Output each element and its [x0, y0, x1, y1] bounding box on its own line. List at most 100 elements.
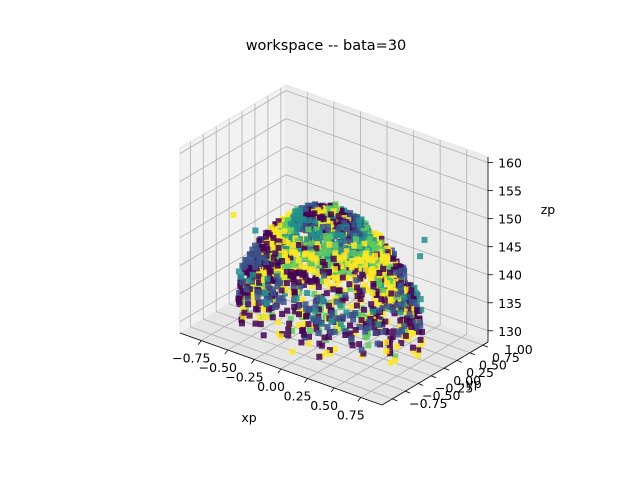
data-point: [419, 328, 425, 335]
data-point: [415, 352, 421, 359]
data-point: [357, 296, 364, 302]
data-point: [269, 277, 276, 284]
data-point: [365, 240, 372, 247]
data-point: [240, 305, 247, 312]
data-point: [386, 284, 393, 291]
data-point: [395, 269, 401, 276]
data-point: [354, 284, 360, 291]
data-point: [275, 244, 282, 251]
data-point: [314, 294, 321, 301]
data-point: [322, 241, 329, 248]
grid-z-back-6: [285, 90, 489, 163]
data-point: [342, 295, 349, 302]
data-point: [305, 340, 312, 347]
data-point: [343, 248, 350, 255]
data-point: [362, 282, 369, 289]
data-point: [361, 306, 368, 313]
data-point: [267, 256, 274, 263]
data-point: [344, 274, 351, 281]
data-point: [373, 288, 380, 295]
data-point: [305, 217, 312, 224]
data-point: [320, 209, 327, 216]
z-tick-label-1: 135: [498, 296, 522, 311]
data-point: [347, 285, 354, 292]
z-tick-label-3: 145: [498, 240, 522, 255]
y-tick-mark-6: [469, 352, 476, 356]
data-point: [331, 328, 338, 335]
data-point: [266, 271, 273, 278]
data-point: [279, 243, 285, 249]
data-point: [274, 283, 281, 290]
grid-y-floor-1: [203, 318, 406, 392]
data-point: [291, 303, 298, 310]
data-point: [243, 286, 250, 293]
data-point: [287, 227, 294, 234]
data-point: [286, 236, 293, 242]
x-tick-label-5: 0.50: [310, 398, 338, 413]
data-point: [277, 333, 284, 340]
data-point: [350, 316, 357, 323]
data-point: [366, 267, 373, 274]
data-point: [378, 235, 385, 242]
data-point: [356, 238, 363, 245]
grid-z-back-4: [285, 146, 489, 220]
data-point: [371, 230, 378, 237]
data-point: [344, 261, 351, 267]
data-point: [268, 305, 275, 311]
data-point: [361, 240, 368, 247]
data-point: [382, 260, 389, 267]
data-point: [307, 278, 314, 285]
data-point: [252, 242, 258, 249]
data-point: [260, 254, 267, 261]
y-tick-label-6: 0.75: [492, 350, 520, 365]
data-point: [291, 288, 298, 295]
data-point: [351, 330, 358, 337]
data-point: [326, 269, 332, 275]
data-point: [338, 207, 345, 214]
data-point: [348, 338, 355, 345]
data-point: [392, 353, 399, 360]
data-point: [315, 306, 322, 313]
data-point: [388, 290, 395, 297]
data-point: [265, 247, 272, 254]
data-point: [331, 346, 338, 353]
data-point: [334, 218, 341, 225]
data-point: [370, 281, 377, 287]
data-point: [281, 228, 288, 235]
data-point: [306, 266, 313, 273]
data-point: [407, 282, 414, 289]
data-point: [249, 278, 255, 285]
data-point: [241, 292, 248, 299]
data-point: [326, 241, 333, 248]
data-point: [295, 257, 302, 264]
data-point: [230, 212, 237, 218]
data-point: [346, 234, 353, 241]
data-point: [359, 313, 366, 320]
data-point: [307, 203, 314, 209]
data-point: [326, 283, 333, 290]
data-point: [338, 263, 345, 270]
data-point: [353, 216, 360, 223]
data-point: [360, 227, 367, 234]
data-point: [270, 241, 276, 248]
data-point: [316, 353, 323, 360]
data-point: [325, 247, 332, 253]
data-point: [324, 250, 331, 257]
data-point: [319, 296, 326, 303]
data-point: [236, 298, 242, 305]
data-point: [379, 328, 386, 335]
data-point: [266, 265, 273, 272]
data-point: [311, 210, 318, 217]
data-point: [363, 267, 370, 274]
data-point: [309, 224, 316, 230]
data-point: [249, 271, 256, 278]
data-point: [352, 262, 358, 269]
data-point: [372, 300, 379, 307]
data-point: [280, 299, 287, 305]
y-tick-mark-7: [482, 344, 488, 348]
data-point: [388, 263, 395, 270]
data-point: [396, 328, 403, 335]
data-point: [390, 328, 397, 335]
data-point: [339, 325, 346, 332]
data-point: [315, 330, 322, 336]
